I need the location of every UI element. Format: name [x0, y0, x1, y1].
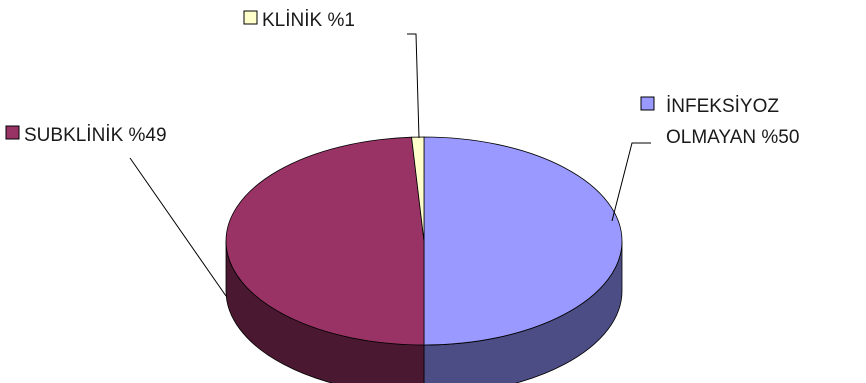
data-label-infeksiyoz-olmayan-line-2: OLMAYAN %50: [666, 127, 799, 148]
leader-line-infeksiyoz-olmayan: [611, 142, 651, 222]
slice-labels: İNFEKSİYOZ OLMAYAN %50 SUBKLİNİK %49 KLİNİK…: [5, 10, 799, 148]
label-swatch-infeksiyoz-olmayan: [640, 96, 655, 111]
pie-slice-klinik: [411, 136, 425, 242]
data-label-infeksiyoz-olmayan-line-1: İNFEKSİYOZ: [666, 96, 779, 117]
leader-line-subklinik: [129, 157, 227, 297]
pie-slice-infeksiyoz-olmayan: [423, 136, 623, 346]
pie-tops: [225, 136, 623, 346]
leader-line-klinik: [407, 33, 420, 139]
pie-slice-subklinik: [225, 136, 425, 346]
leader-lines: [129, 33, 651, 297]
label-swatch-subklinik: [5, 125, 20, 140]
label-swatch-klinik: [243, 10, 258, 25]
data-label-subklinik-line-1: SUBKLİNİK %49: [24, 125, 167, 146]
data-label-klinik-line-1: KLİNİK %1: [262, 10, 355, 31]
